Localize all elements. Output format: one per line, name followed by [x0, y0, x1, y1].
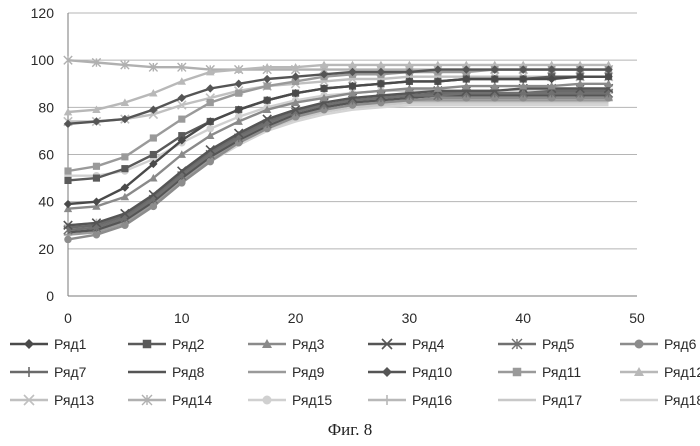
legend-item: Ряд14 — [128, 392, 212, 408]
legend-marker — [24, 339, 34, 349]
data-point — [178, 116, 185, 123]
legend-item: Ряд18 — [620, 392, 700, 408]
legend-label: Ряд3 — [292, 336, 325, 352]
legend-item: Ряд5 — [498, 336, 575, 352]
legend-item: Ряд15 — [248, 392, 332, 408]
data-point — [178, 179, 186, 187]
legend-label: Ряд8 — [172, 364, 205, 380]
data-point — [150, 151, 157, 158]
legend-item: Ряд3 — [248, 336, 325, 352]
legend-label: Ряд15 — [292, 392, 332, 408]
data-point — [121, 221, 129, 229]
legend-item: Ряд8 — [128, 364, 205, 380]
x-tick-label: 20 — [288, 310, 304, 326]
legend-item: Ряд11 — [498, 364, 581, 380]
legend-item: Ряд4 — [368, 336, 445, 352]
legend-marker — [24, 367, 34, 377]
y-tick-label: 60 — [38, 147, 54, 163]
legend-label: Ряд6 — [664, 336, 697, 352]
legend-label: Ряд2 — [172, 336, 205, 352]
data-point — [93, 163, 100, 170]
data-point — [235, 90, 242, 97]
data-point — [206, 84, 214, 92]
legend-label: Ряд10 — [412, 364, 452, 380]
data-point — [235, 80, 243, 88]
legend-marker — [143, 340, 152, 349]
x-tick-label: 0 — [64, 310, 72, 326]
legend-item: Ряд13 — [10, 392, 94, 408]
legend-label: Ряд16 — [412, 392, 452, 408]
legend-label: Ряд18 — [664, 392, 700, 408]
data-point — [206, 158, 214, 166]
y-tick-label: 120 — [31, 5, 55, 21]
legend-item: Ряд1 — [10, 336, 87, 352]
legend-item: Ряд9 — [248, 364, 325, 380]
y-tick-label: 80 — [38, 99, 54, 115]
data-point — [178, 94, 186, 102]
legend-label: Ряд13 — [54, 392, 94, 408]
y-tick-label: 20 — [38, 241, 54, 257]
legend-label: Ряд11 — [542, 364, 581, 380]
legend-label: Ряд5 — [542, 336, 575, 352]
data-point — [93, 175, 100, 182]
legend-label: Ряд7 — [54, 364, 87, 380]
legend-marker — [382, 367, 392, 377]
data-point — [150, 134, 157, 141]
legend-label: Ряд1 — [54, 336, 87, 352]
y-tick-label: 0 — [46, 288, 54, 304]
legend-item: Ряд12 — [620, 364, 700, 380]
legend-label: Ряд12 — [664, 364, 700, 380]
data-point — [64, 177, 71, 184]
x-tick-label: 10 — [174, 310, 190, 326]
x-tick-label: 30 — [402, 310, 418, 326]
data-point — [64, 236, 72, 244]
legend-label: Ряд9 — [292, 364, 325, 380]
figure-caption: Фиг. 8 — [0, 420, 700, 440]
data-point — [93, 231, 101, 239]
legend-item: Ряд2 — [128, 336, 205, 352]
series-group — [64, 56, 613, 243]
legend-marker — [635, 340, 644, 349]
data-point — [264, 83, 271, 90]
data-point — [150, 203, 158, 211]
legend-marker — [263, 396, 272, 405]
data-point — [121, 153, 128, 160]
legend-item: Ряд7 — [10, 364, 87, 380]
x-tick-label: 40 — [515, 310, 531, 326]
x-tick-label: 50 — [629, 310, 645, 326]
data-point — [206, 125, 214, 133]
data-point — [64, 167, 71, 174]
legend-label: Ряд4 — [412, 336, 445, 352]
data-point — [64, 200, 72, 208]
legend-item: Ряд10 — [368, 364, 452, 380]
legend-marker — [513, 368, 522, 377]
legend-label: Ряд17 — [542, 392, 582, 408]
line-chart: 0 20 40 60 80 100 120 0 10 20 30 40 50 Ряд1 Ряд2 Ряд3 Ря… — [0, 0, 700, 420]
y-tick-label: 40 — [38, 194, 54, 210]
legend-item: Ряд17 — [498, 392, 582, 408]
legend-item: Ряд6 — [620, 336, 697, 352]
legend-label: Ряд14 — [172, 392, 212, 408]
legend-marker — [382, 395, 392, 405]
series-Ряд9 — [64, 100, 613, 234]
data-point — [121, 165, 128, 172]
y-tick-label: 100 — [31, 52, 55, 68]
legend-item: Ряд16 — [368, 392, 452, 408]
data-point — [207, 99, 214, 106]
data-point — [263, 75, 271, 83]
